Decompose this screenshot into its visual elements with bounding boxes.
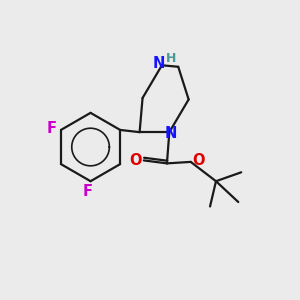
Text: H: H <box>166 52 176 65</box>
Text: F: F <box>46 121 56 136</box>
Text: O: O <box>192 154 205 169</box>
Text: F: F <box>82 184 93 199</box>
Text: N: N <box>153 56 165 71</box>
Text: N: N <box>165 126 177 141</box>
Text: O: O <box>129 153 142 168</box>
